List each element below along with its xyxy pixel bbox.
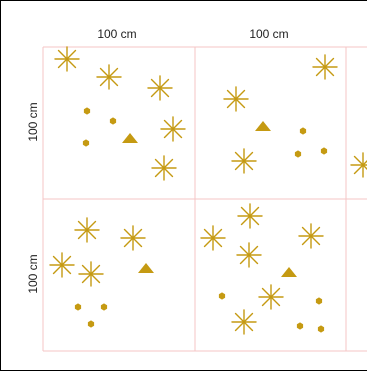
side-dimension-label-top: 100 cm xyxy=(26,102,40,141)
side-dimension-label-bottom: 100 cm xyxy=(26,254,40,293)
star-plant-icon xyxy=(236,242,262,268)
small-plant-dot-icon xyxy=(317,325,325,333)
small-plant-dot-icon xyxy=(296,322,304,330)
star-plant-icon xyxy=(223,86,249,112)
triangle-marker-icon xyxy=(255,121,271,131)
triangle-marker-icon xyxy=(281,267,297,277)
triangle-marker-icon xyxy=(122,133,138,143)
small-plant-dot-icon xyxy=(100,303,108,311)
small-plant-dot-icon xyxy=(109,117,117,125)
star-plant-icon xyxy=(96,64,122,90)
small-plant-dot-icon xyxy=(87,320,95,328)
star-plant-icon xyxy=(151,155,177,181)
triangle-marker-icon xyxy=(138,263,154,273)
top-dimension-label-right: 100 cm xyxy=(249,27,288,41)
small-plant-dot-icon xyxy=(218,292,226,300)
star-plant-icon xyxy=(120,225,146,251)
star-plant-icon xyxy=(147,75,173,101)
star-plant-icon xyxy=(200,225,226,251)
star-plant-icon xyxy=(78,261,104,287)
small-plant-dot-icon xyxy=(320,147,328,155)
small-plant-dot-icon xyxy=(83,107,91,115)
labels: 100 cm 100 cm 100 cm 100 cm xyxy=(26,27,289,294)
top-dimension-label-left: 100 cm xyxy=(97,27,136,41)
star-plant-icon xyxy=(160,116,186,142)
star-plant-icon xyxy=(231,309,257,335)
grid-lines xyxy=(42,46,367,352)
small-plant-dot-icon xyxy=(74,303,82,311)
star-plant-icon xyxy=(350,152,367,178)
small-plant-dot-icon xyxy=(315,297,323,305)
small-plant-dot-icon xyxy=(299,127,307,135)
star-plant-icon xyxy=(237,203,263,229)
star-plant-icon xyxy=(54,46,80,72)
star-plant-icon xyxy=(258,284,284,310)
star-plant-icon xyxy=(231,148,257,174)
star-plant-icon xyxy=(49,252,75,278)
small-plant-dot-icon xyxy=(294,150,302,158)
star-plant-icon xyxy=(74,217,100,243)
plants xyxy=(49,46,367,335)
star-plant-icon xyxy=(298,223,324,249)
star-plant-icon xyxy=(312,54,338,80)
small-plant-dot-icon xyxy=(82,139,90,147)
